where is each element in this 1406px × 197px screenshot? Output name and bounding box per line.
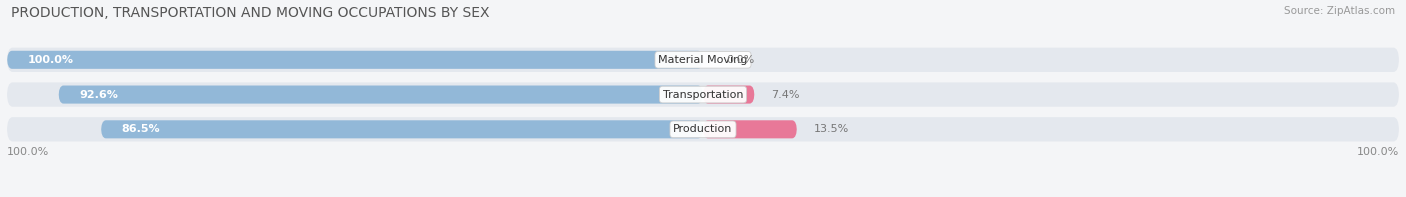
Text: PRODUCTION, TRANSPORTATION AND MOVING OCCUPATIONS BY SEX: PRODUCTION, TRANSPORTATION AND MOVING OC… (11, 6, 489, 20)
Text: 86.5%: 86.5% (122, 124, 160, 134)
Text: 92.6%: 92.6% (79, 90, 118, 99)
FancyBboxPatch shape (59, 85, 703, 104)
FancyBboxPatch shape (7, 117, 1399, 141)
FancyBboxPatch shape (703, 85, 755, 104)
Text: Material Moving: Material Moving (658, 55, 748, 65)
FancyBboxPatch shape (7, 48, 1399, 72)
Text: Transportation: Transportation (662, 90, 744, 99)
Text: 100.0%: 100.0% (1357, 147, 1399, 157)
Text: 0.0%: 0.0% (727, 55, 755, 65)
FancyBboxPatch shape (7, 51, 703, 69)
Text: Production: Production (673, 124, 733, 134)
Text: 100.0%: 100.0% (7, 147, 49, 157)
Text: 100.0%: 100.0% (28, 55, 75, 65)
Text: 13.5%: 13.5% (814, 124, 849, 134)
FancyBboxPatch shape (703, 120, 797, 138)
Text: 7.4%: 7.4% (772, 90, 800, 99)
FancyBboxPatch shape (7, 82, 1399, 107)
Text: Source: ZipAtlas.com: Source: ZipAtlas.com (1284, 6, 1395, 16)
FancyBboxPatch shape (101, 120, 703, 138)
